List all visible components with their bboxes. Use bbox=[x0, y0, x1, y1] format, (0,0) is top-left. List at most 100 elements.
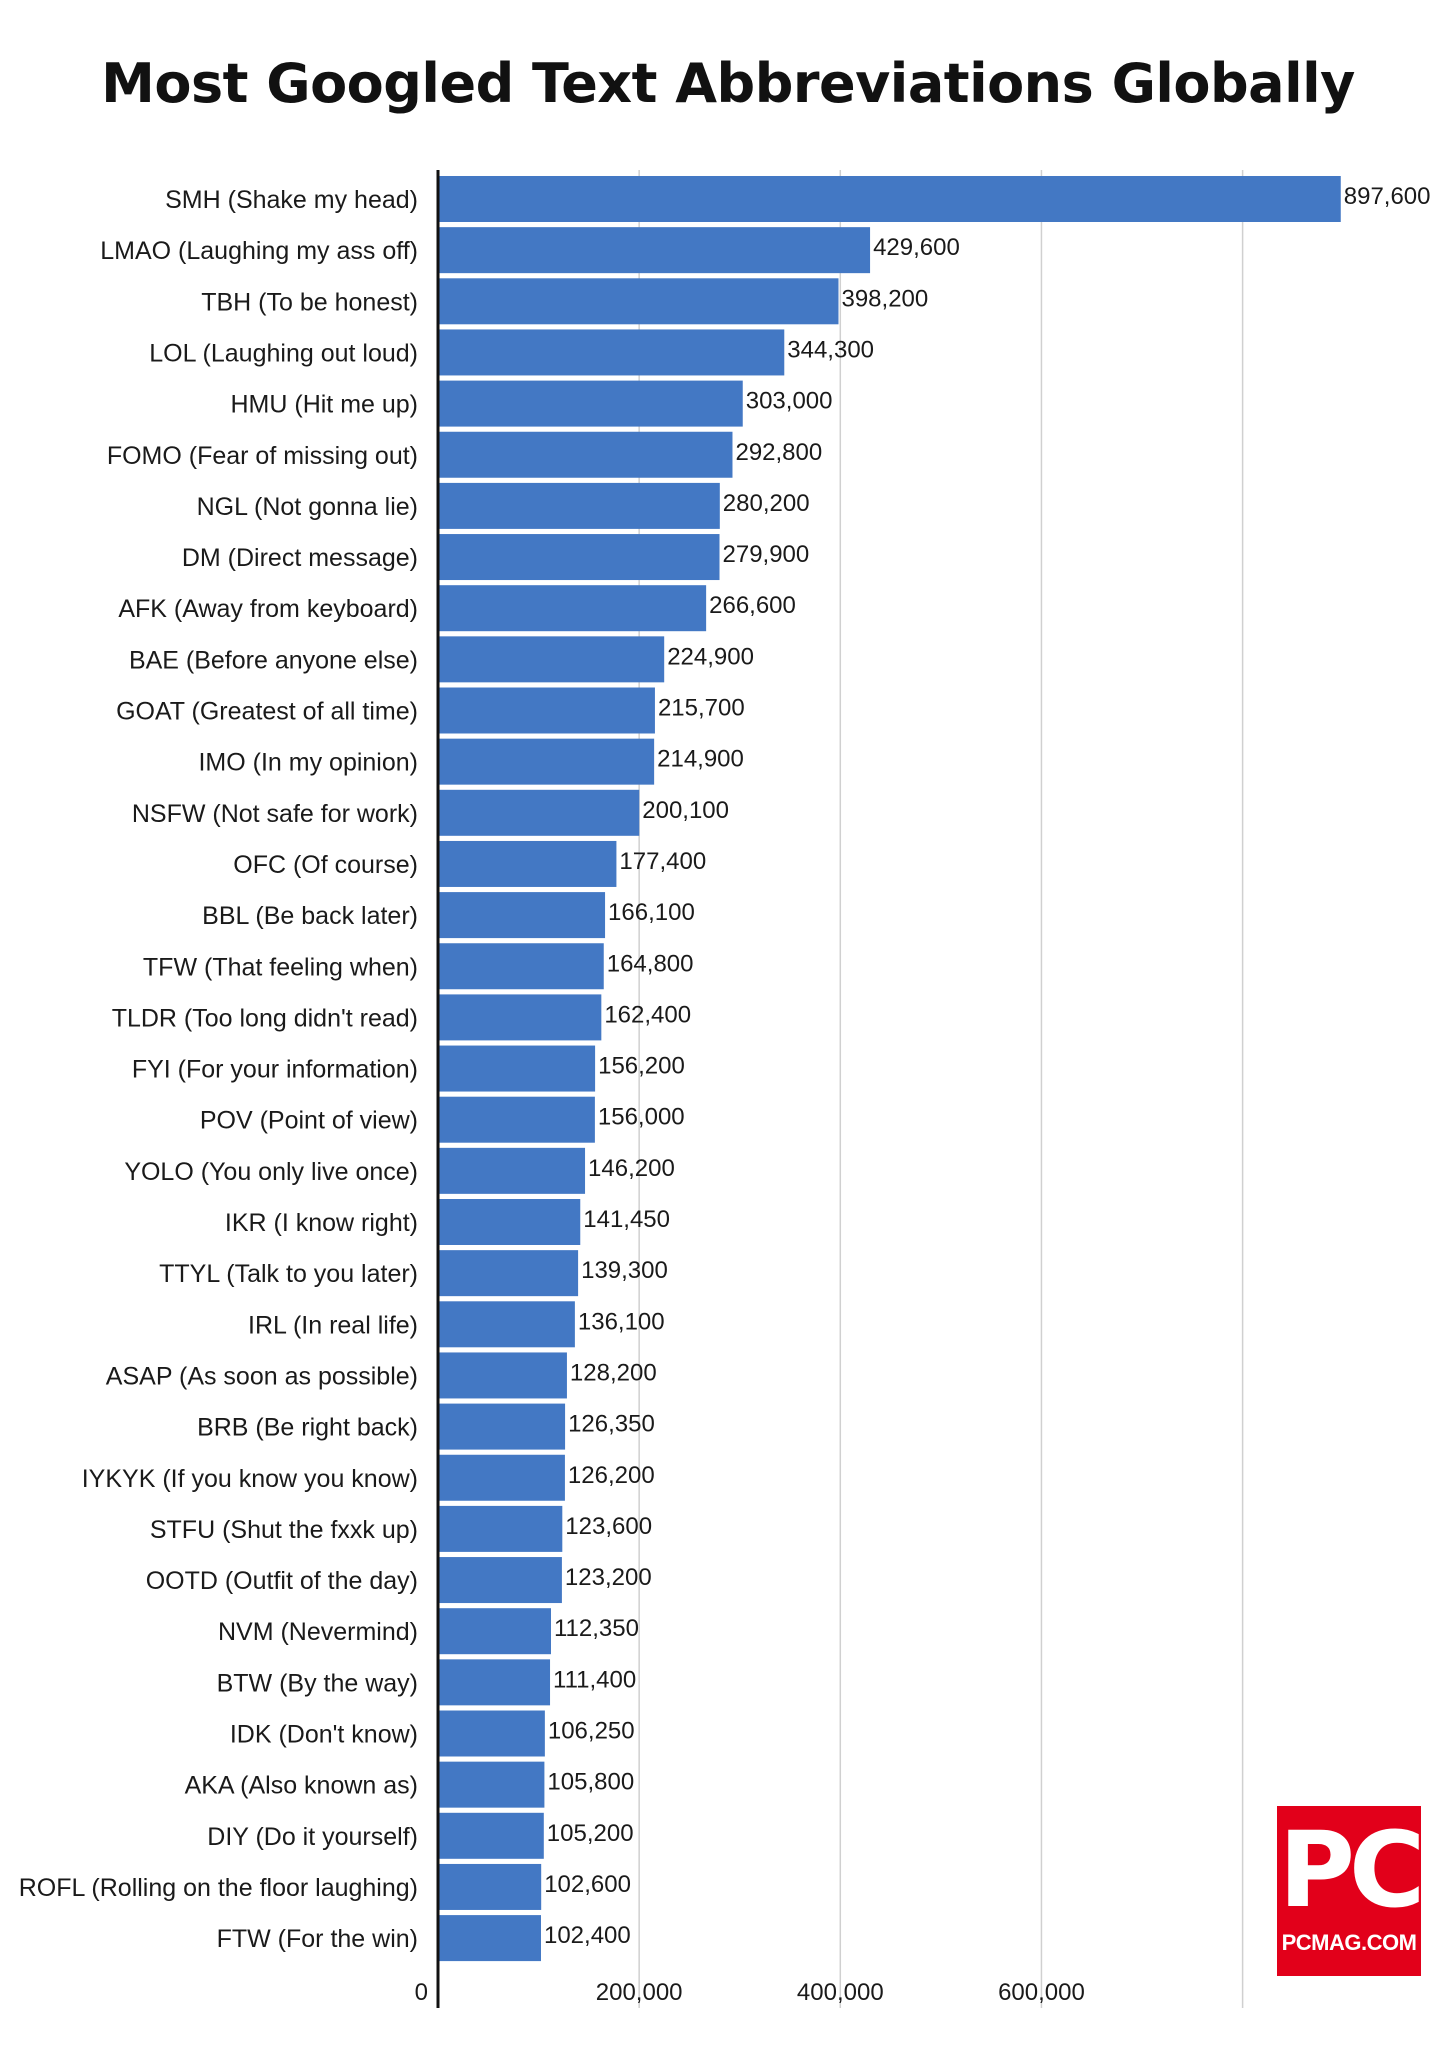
bar bbox=[438, 1710, 545, 1757]
value-label: 102,600 bbox=[544, 1871, 631, 1898]
category-label: IRL (In real life) bbox=[248, 1311, 418, 1339]
category-label: ASAP (As soon as possible) bbox=[106, 1362, 418, 1390]
x-tick-label: 400,000 bbox=[797, 1979, 884, 2006]
category-label: BRB (Be right back) bbox=[197, 1414, 418, 1442]
category-label: AKA (Also known as) bbox=[185, 1772, 418, 1800]
bar bbox=[438, 943, 604, 990]
x-tick-label: 600,000 bbox=[998, 1979, 1085, 2006]
category-label: BTW (By the way) bbox=[217, 1669, 418, 1697]
value-label: 146,200 bbox=[588, 1155, 675, 1182]
bar bbox=[438, 1250, 579, 1297]
value-label: 303,000 bbox=[746, 388, 833, 415]
bar bbox=[438, 482, 720, 529]
value-label: 123,600 bbox=[565, 1513, 652, 1540]
category-label: DM (Direct message) bbox=[182, 544, 418, 572]
category-label: SMH (Shake my head) bbox=[165, 186, 418, 214]
category-label: YOLO (You only live once) bbox=[124, 1158, 418, 1186]
bar bbox=[438, 840, 617, 887]
bar bbox=[438, 1608, 551, 1655]
value-label: 123,200 bbox=[565, 1564, 652, 1591]
bar bbox=[438, 227, 871, 274]
value-label: 177,400 bbox=[619, 848, 706, 875]
bar bbox=[438, 1199, 581, 1245]
category-label: NVM (Nevermind) bbox=[218, 1618, 418, 1646]
logo-pc-text: PC bbox=[1278, 1809, 1426, 1931]
value-label: 279,900 bbox=[723, 541, 810, 568]
value-label: 214,900 bbox=[657, 746, 744, 773]
value-label: 128,200 bbox=[570, 1359, 657, 1386]
category-label: NGL (Not gonna lie) bbox=[197, 493, 418, 521]
value-label: 156,200 bbox=[598, 1053, 685, 1080]
category-label: HMU (Hit me up) bbox=[230, 391, 418, 419]
category-label: TFW (That feeling when) bbox=[143, 953, 418, 981]
bar bbox=[438, 1505, 563, 1552]
x-tick-label: 0 bbox=[415, 1979, 428, 2006]
bar bbox=[438, 1301, 575, 1348]
value-label: 126,350 bbox=[568, 1411, 655, 1438]
category-label: BAE (Before anyone else) bbox=[129, 646, 418, 674]
bar bbox=[438, 176, 1341, 222]
bar bbox=[438, 1863, 542, 1910]
bar bbox=[438, 1352, 567, 1399]
bar bbox=[438, 789, 640, 836]
category-label: TBH (To be honest) bbox=[201, 288, 418, 316]
category-labels: SMH (Shake my head) LMAO (Laughing my ass… bbox=[19, 186, 418, 1953]
value-label: 200,100 bbox=[642, 797, 729, 824]
bar bbox=[438, 585, 707, 632]
value-label: 429,600 bbox=[873, 234, 960, 261]
category-label: IDK (Don't know) bbox=[230, 1721, 418, 1749]
category-label: LMAO (Laughing my ass off) bbox=[100, 237, 418, 265]
value-label: 105,200 bbox=[547, 1820, 634, 1847]
category-label: ROFL (Rolling on the floor laughing) bbox=[19, 1874, 418, 1902]
bar bbox=[438, 380, 743, 427]
category-label: FTW (For the win) bbox=[217, 1925, 418, 1953]
x-tick-labels: 0 200,000 400,000 600,000 bbox=[415, 1979, 1085, 2006]
category-label: AFK (Away from keyboard) bbox=[118, 595, 418, 623]
bars bbox=[438, 176, 1341, 1962]
bar bbox=[438, 534, 720, 581]
category-label: POV (Point of view) bbox=[200, 1107, 418, 1135]
value-label: 112,350 bbox=[554, 1615, 639, 1642]
bar bbox=[438, 738, 655, 785]
value-label: 215,700 bbox=[658, 695, 745, 722]
bar bbox=[438, 892, 606, 939]
category-label: FOMO (Fear of missing out) bbox=[107, 442, 418, 470]
value-label: 136,100 bbox=[578, 1308, 665, 1335]
category-label: OOTD (Outfit of the day) bbox=[146, 1567, 418, 1595]
category-label: NSFW (Not safe for work) bbox=[132, 800, 418, 828]
value-label: 102,400 bbox=[544, 1922, 631, 1949]
value-label: 105,800 bbox=[547, 1769, 634, 1796]
category-label: IMO (In my opinion) bbox=[198, 749, 418, 777]
category-label: STFU (Shut the fxxk up) bbox=[150, 1516, 418, 1544]
bar bbox=[438, 278, 839, 325]
value-label: 344,300 bbox=[787, 336, 874, 363]
value-label: 111,400 bbox=[553, 1666, 636, 1693]
value-label: 139,300 bbox=[581, 1257, 668, 1284]
bar bbox=[438, 994, 602, 1041]
category-label: DIY (Do it yourself) bbox=[207, 1823, 418, 1851]
category-label: BBL (Be back later) bbox=[202, 902, 418, 930]
value-labels: 897,600 429,600 398,200 344,300 303,000 292,8… bbox=[544, 183, 1431, 1949]
category-label: GOAT (Greatest of all time) bbox=[116, 698, 418, 726]
category-label: IYKYK (If you know you know) bbox=[82, 1465, 418, 1493]
x-tick-label: 200,000 bbox=[596, 1979, 683, 2006]
value-label: 292,800 bbox=[735, 439, 822, 466]
bar bbox=[438, 1454, 565, 1501]
value-label: 166,100 bbox=[608, 899, 695, 926]
bar bbox=[438, 1096, 595, 1143]
bar bbox=[438, 1659, 551, 1706]
bar bbox=[438, 1761, 545, 1808]
value-label: 162,400 bbox=[604, 1001, 691, 1028]
value-label: 224,900 bbox=[667, 643, 754, 670]
bar bbox=[438, 431, 733, 478]
category-label: IKR (I know right) bbox=[225, 1209, 418, 1237]
logo-site-text: PCMAG.COM bbox=[1281, 1930, 1417, 1955]
category-label: TTYL (Talk to you later) bbox=[159, 1260, 418, 1288]
bar bbox=[438, 1045, 596, 1092]
value-label: 897,600 bbox=[1344, 183, 1431, 210]
category-label: OFC (Of course) bbox=[233, 851, 418, 879]
bar bbox=[438, 1812, 544, 1859]
value-label: 106,250 bbox=[548, 1718, 635, 1745]
value-label: 164,800 bbox=[607, 950, 694, 977]
